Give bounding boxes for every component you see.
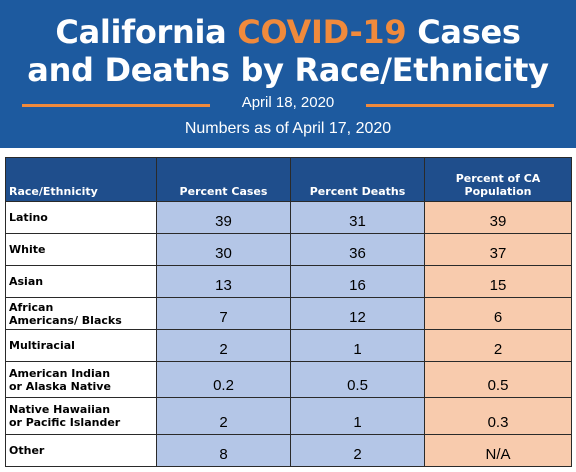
cell: 31 bbox=[290, 201, 425, 234]
table-row: African Americans/ Blacks 7 12 6 bbox=[5, 297, 572, 330]
table-row: White 30 36 37 bbox=[5, 233, 572, 266]
cell: 13 bbox=[156, 265, 291, 298]
table-row: Asian 13 16 15 bbox=[5, 265, 572, 298]
table: Race/Ethnicity Percent Cases Percent Death… bbox=[5, 157, 572, 467]
cell: 0.3 bbox=[424, 397, 572, 435]
cell: 36 bbox=[290, 233, 425, 266]
table-row: American Indian or Alaska Native 0.2 0.5 0.… bbox=[5, 361, 572, 398]
column-header-text: Percent of CA Population bbox=[455, 172, 541, 198]
row-label: African Americans/ Blacks bbox=[5, 297, 157, 330]
title-line-1: California COVID-19 Cases bbox=[0, 14, 576, 50]
column-header: Percent Cases bbox=[156, 157, 291, 202]
cell: 0.5 bbox=[424, 361, 572, 398]
column-header: Percent of CA Population bbox=[424, 157, 572, 202]
column-header-text: Race/Ethnicity bbox=[9, 185, 98, 198]
table-row: Native Hawaiian or Pacific Islander 2 1 0.3 bbox=[5, 397, 572, 435]
cell: 30 bbox=[156, 233, 291, 266]
row-label: Multiracial bbox=[5, 329, 157, 362]
subtitle: Numbers as of April 17, 2020 bbox=[184, 120, 392, 137]
table-body: Latino 39 31 39 White 30 36 37 Asian 13 16 15 Africa… bbox=[5, 201, 572, 467]
column-header-text: Percent Deaths bbox=[309, 185, 406, 198]
table-row: Latino 39 31 39 bbox=[5, 201, 572, 234]
cell: 1 bbox=[290, 329, 425, 362]
cell: 39 bbox=[156, 201, 291, 234]
cell: N/A bbox=[424, 434, 572, 467]
row-label: Native Hawaiian or Pacific Islander bbox=[5, 397, 157, 435]
cell: 2 bbox=[290, 434, 425, 467]
table-row: Multiracial 2 1 2 bbox=[5, 329, 572, 362]
title-start: California bbox=[55, 13, 227, 51]
column-header: Race/Ethnicity bbox=[5, 157, 157, 202]
cell: 16 bbox=[290, 265, 425, 298]
row-label: Latino bbox=[5, 201, 157, 234]
cell: 15 bbox=[424, 265, 572, 298]
row-label: White bbox=[5, 233, 157, 266]
header: California COVID-19 Cases and Deaths by … bbox=[0, 0, 576, 148]
cell: 8 bbox=[156, 434, 291, 467]
cell: 2 bbox=[156, 329, 291, 362]
column-header-text: Percent Cases bbox=[179, 185, 268, 198]
cell: 39 bbox=[424, 201, 572, 234]
cell: 37 bbox=[424, 233, 572, 266]
rule bbox=[366, 104, 554, 107]
cell: 6 bbox=[424, 297, 572, 330]
column-header: Percent Deaths bbox=[290, 157, 425, 202]
title-end: Cases bbox=[417, 13, 521, 51]
row-label: Asian bbox=[5, 265, 157, 298]
row-label: American Indian or Alaska Native bbox=[5, 361, 157, 398]
cell: 7 bbox=[156, 297, 291, 330]
cell: 12 bbox=[290, 297, 425, 330]
title-line-2: and Deaths by Race/Ethnicity bbox=[27, 51, 549, 89]
header-row: Race/Ethnicity Percent Cases Percent Death… bbox=[5, 157, 572, 202]
cell: 0.2 bbox=[156, 361, 291, 398]
cell: 2 bbox=[156, 397, 291, 435]
table-row: Other 8 2 N/A bbox=[5, 434, 572, 467]
cell: 0.5 bbox=[290, 361, 425, 398]
row-label: Other bbox=[5, 434, 157, 467]
date: April 18, 2020 bbox=[241, 94, 335, 111]
cell: 2 bbox=[424, 329, 572, 362]
title-highlight: COVID-19 bbox=[237, 13, 407, 51]
cell: 1 bbox=[290, 397, 425, 435]
rule bbox=[22, 104, 210, 107]
